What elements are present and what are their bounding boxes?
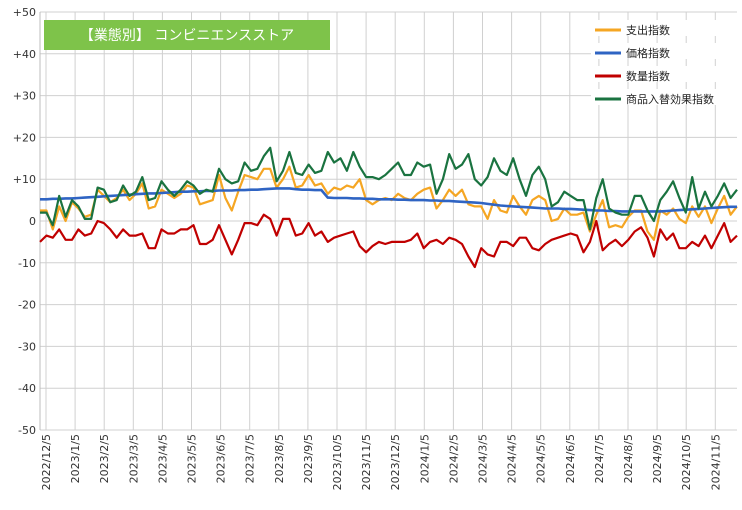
legend-bg bbox=[591, 66, 737, 82]
x-tick-label: 2023/8/5 bbox=[273, 434, 286, 483]
x-tick-label: 2024/7/5 bbox=[593, 434, 606, 483]
legend-bg bbox=[591, 89, 737, 105]
x-tick-label: 2023/2/5 bbox=[98, 434, 111, 483]
x-tick-label: 2023/1/5 bbox=[69, 434, 82, 483]
x-tick-label: 2023/12/5 bbox=[389, 434, 402, 490]
legend-label: 数量指数 bbox=[626, 69, 670, 83]
x-tick-label: 2024/6/5 bbox=[564, 434, 577, 483]
y-tick-label: +40 bbox=[13, 48, 36, 61]
x-tick-label: 2024/4/5 bbox=[506, 434, 519, 483]
y-tick-label: +20 bbox=[13, 131, 36, 144]
x-tick-label: 2023/10/5 bbox=[331, 434, 344, 490]
x-tick-label: 2024/2/5 bbox=[447, 434, 460, 483]
x-tick-label: 2023/5/5 bbox=[186, 434, 199, 483]
chart-title-box: 【業態別】 コンビニエンスストア bbox=[44, 20, 330, 50]
y-tick-label: +30 bbox=[13, 90, 36, 103]
legend-label: 商品入替効果指数 bbox=[626, 92, 714, 106]
x-tick-label: 2023/7/5 bbox=[244, 434, 257, 483]
x-axis-ticks: 2022/12/5 2023/1/5 2023/2/5 2023/3/5 2023/4/… bbox=[40, 434, 722, 490]
y-tick-label: -40 bbox=[18, 382, 36, 395]
series-line-4 bbox=[40, 146, 738, 231]
x-tick-label: 2024/9/5 bbox=[651, 434, 664, 483]
gridlines bbox=[39, 11, 737, 431]
x-tick-label: 2023/9/5 bbox=[302, 434, 315, 483]
x-tick-label: 2024/5/5 bbox=[535, 434, 548, 483]
legend-bg bbox=[591, 43, 737, 59]
x-tick-label: 2023/4/5 bbox=[156, 434, 169, 483]
chart-title: 【業態別】 コンビニエンスストア bbox=[80, 28, 294, 44]
y-tick-label: -50 bbox=[18, 424, 36, 437]
x-tick-label: 2024/11/5 bbox=[709, 434, 722, 490]
legend-label: 価格指数 bbox=[626, 46, 670, 60]
y-tick-label: -30 bbox=[18, 340, 36, 353]
x-tick-label: 2024/1/5 bbox=[418, 434, 431, 483]
y-tick-label: +50 bbox=[13, 6, 36, 19]
x-tick-label: 2023/3/5 bbox=[127, 434, 140, 483]
y-tick-label: 0 bbox=[29, 215, 36, 228]
y-tick-label: -10 bbox=[18, 257, 36, 270]
y-tick-label: +10 bbox=[13, 173, 36, 186]
legend-bg bbox=[591, 20, 737, 36]
y-tick-label: -20 bbox=[18, 299, 36, 312]
x-tick-label: 2024/8/5 bbox=[622, 434, 635, 483]
y-axis-ticks: +50 +40 +30 +20 +10 0 -10 -20 -30 -40 -50 bbox=[13, 6, 36, 437]
x-tick-label: 2022/12/5 bbox=[40, 434, 53, 490]
x-tick-label: 2024/10/5 bbox=[680, 434, 693, 490]
series-line-3 bbox=[39, 213, 738, 269]
x-tick-label: 2024/3/5 bbox=[477, 434, 490, 483]
x-tick-label: 2023/11/5 bbox=[360, 434, 373, 490]
x-tick-label: 2023/6/5 bbox=[215, 434, 228, 483]
legend-label: 支出指数 bbox=[626, 23, 670, 37]
series-lines bbox=[39, 146, 738, 269]
